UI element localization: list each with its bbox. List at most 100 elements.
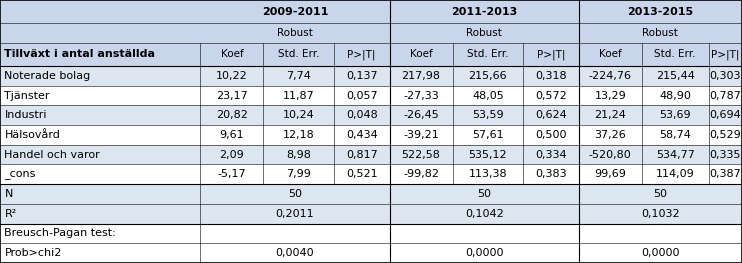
Text: 0,624: 0,624 [535,110,567,120]
Text: 53,69: 53,69 [660,110,691,120]
Text: 113,38: 113,38 [468,169,508,179]
Text: 7,99: 7,99 [286,169,311,179]
Text: 13,29: 13,29 [594,90,626,100]
Text: 9,61: 9,61 [220,130,244,140]
Text: 0,0000: 0,0000 [465,248,503,258]
Text: Koef: Koef [220,49,243,59]
Text: P>|T|: P>|T| [711,49,740,60]
Text: 2011-2013: 2011-2013 [451,7,517,17]
Text: Tjänster: Tjänster [4,90,50,100]
Text: 7,74: 7,74 [286,71,311,81]
Text: _cons: _cons [4,169,36,179]
Text: 20,82: 20,82 [216,110,248,120]
Bar [200,0,390,23]
Text: -224,76: -224,76 [589,71,631,81]
Text: 0,572: 0,572 [535,90,567,100]
Text: -27,33: -27,33 [403,90,439,100]
Text: 2,09: 2,09 [220,150,244,160]
Text: Noterade bolag: Noterade bolag [4,71,91,81]
Text: N: N [4,189,13,199]
Text: 114,09: 114,09 [656,169,695,179]
Text: 0,787: 0,787 [709,90,741,100]
Text: R²: R² [4,209,17,219]
Bar [0,125,742,145]
Text: 0,817: 0,817 [346,150,378,160]
Text: 0,500: 0,500 [535,130,567,140]
Bar [0,105,742,125]
Text: 0,334: 0,334 [535,150,567,160]
Text: Prob>chi2: Prob>chi2 [4,248,62,258]
Text: Koef: Koef [410,49,433,59]
Text: -26,45: -26,45 [403,110,439,120]
Text: 0,383: 0,383 [535,169,567,179]
Bar [0,23,742,43]
Text: 215,44: 215,44 [656,71,695,81]
Text: 0,0000: 0,0000 [641,248,680,258]
Text: Breusch-Pagan test:: Breusch-Pagan test: [4,229,116,239]
Text: 2009-2011: 2009-2011 [262,7,328,17]
Text: 53,59: 53,59 [472,110,504,120]
Text: 0,1042: 0,1042 [464,209,504,219]
Text: 10,24: 10,24 [283,110,315,120]
Text: 0,0040: 0,0040 [275,248,315,258]
Text: 0,521: 0,521 [346,169,378,179]
Text: 215,66: 215,66 [468,71,508,81]
Text: 0,387: 0,387 [709,169,741,179]
Text: 217,98: 217,98 [401,71,441,81]
Text: Std. Err.: Std. Err. [467,49,508,59]
Text: P>|T|: P>|T| [536,49,565,60]
Bar [390,0,579,23]
Text: Std. Err.: Std. Err. [278,49,319,59]
Text: 0,529: 0,529 [709,130,741,140]
Text: 0,318: 0,318 [535,71,567,81]
Text: Robust: Robust [466,28,502,38]
Text: Std. Err.: Std. Err. [654,49,696,59]
Text: 534,77: 534,77 [656,150,695,160]
Bar [0,43,742,66]
Text: 0,137: 0,137 [346,71,378,81]
Text: Handel och varor: Handel och varor [4,150,100,160]
Text: 0,303: 0,303 [709,71,741,81]
Text: Koef: Koef [599,49,622,59]
Text: 48,90: 48,90 [660,90,691,100]
Text: Hälsovård: Hälsovård [4,130,60,140]
Text: Robust: Robust [643,28,678,38]
Text: Robust: Robust [277,28,313,38]
Bar [0,66,742,86]
Text: -520,80: -520,80 [589,150,631,160]
Text: -5,17: -5,17 [217,169,246,179]
Text: P>|T|: P>|T| [347,49,376,60]
Text: 50: 50 [288,189,302,199]
Text: 0,1032: 0,1032 [641,209,680,219]
Text: 0,057: 0,057 [346,90,378,100]
Text: 8,98: 8,98 [286,150,311,160]
Bar [0,145,742,164]
Text: 57,61: 57,61 [472,130,504,140]
Bar [0,164,742,184]
Bar [579,0,742,23]
Bar [0,86,742,105]
Text: 10,22: 10,22 [216,71,248,81]
Text: 0,434: 0,434 [346,130,378,140]
Text: 48,05: 48,05 [472,90,504,100]
Text: 50: 50 [654,189,667,199]
Text: 0,694: 0,694 [709,110,741,120]
Text: -39,21: -39,21 [403,130,439,140]
Text: 0,048: 0,048 [346,110,378,120]
Bar [0,243,742,263]
Text: 0,2011: 0,2011 [275,209,315,219]
Text: 21,24: 21,24 [594,110,626,120]
Text: 535,12: 535,12 [468,150,508,160]
Text: 522,58: 522,58 [401,150,441,160]
Text: 37,26: 37,26 [594,130,626,140]
Bar [0,0,742,23]
Text: 2013-2015: 2013-2015 [627,7,694,17]
Text: 23,17: 23,17 [216,90,248,100]
Bar [0,184,742,204]
Bar [0,224,742,243]
Text: 99,69: 99,69 [594,169,626,179]
Bar [0,204,742,224]
Text: Industri: Industri [4,110,47,120]
Text: 11,87: 11,87 [283,90,315,100]
Text: Tillväxt i antal anställda: Tillväxt i antal anställda [4,49,156,59]
